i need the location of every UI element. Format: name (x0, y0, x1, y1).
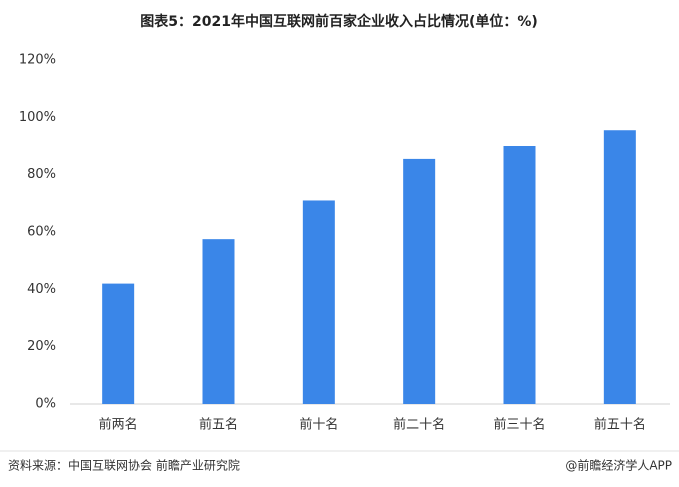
bar (302, 200, 335, 404)
y-tick-label: 0% (35, 397, 56, 412)
bar (102, 283, 135, 404)
bar (202, 239, 235, 404)
bar (603, 130, 636, 404)
x-tick-label: 前两名 (99, 417, 138, 433)
chart-title: 图表5：2021年中国互联网前百家企业收入占比情况(单位：%) (140, 13, 538, 30)
y-tick-label: 80% (27, 167, 56, 182)
bar (503, 146, 536, 404)
x-tick-label: 前五十名 (594, 417, 646, 433)
y-tick-label: 120% (19, 53, 56, 68)
source: 资料来源：中国互联网协会 前瞻产业研究院 (8, 458, 240, 473)
bar (403, 158, 436, 404)
x-tick-label: 前二十名 (393, 417, 445, 433)
y-tick-label: 20% (27, 339, 56, 354)
x-tick-label: 前三十名 (493, 417, 545, 433)
credit: @前瞻经济学人APP (565, 458, 672, 473)
y-tick-label: 100% (19, 110, 56, 125)
y-tick-label: 60% (27, 225, 56, 240)
y-tick-label: 40% (27, 282, 56, 297)
x-tick-label: 前十名 (299, 417, 338, 433)
x-tick-label: 前五名 (199, 417, 238, 433)
